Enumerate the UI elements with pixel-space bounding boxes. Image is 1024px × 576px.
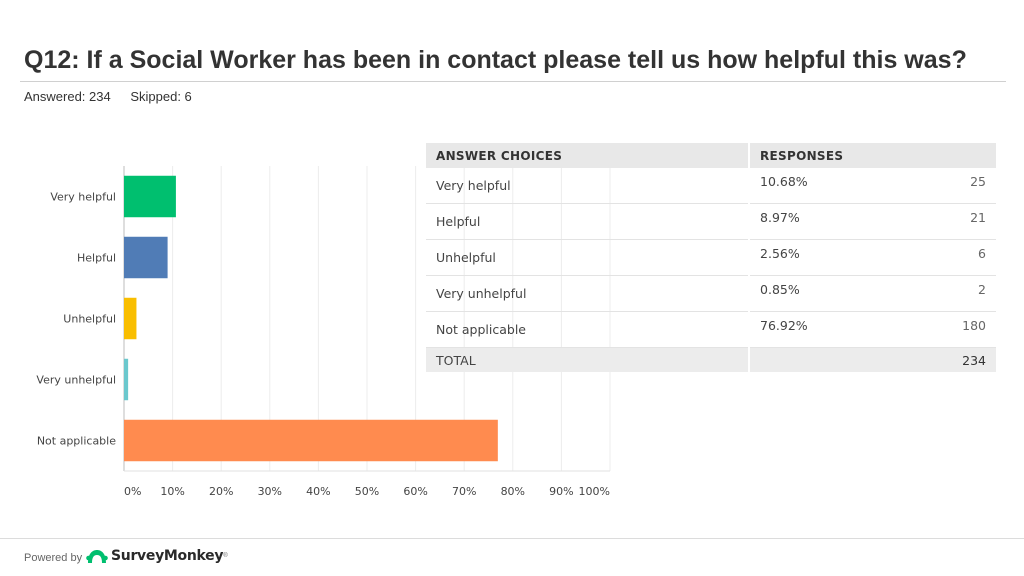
page-title: Q12: If a Social Worker has been in cont… (24, 46, 967, 74)
table-row: Very helpful 10.68% 25 (426, 168, 996, 204)
table-row: Unhelpful 2.56% 6 (426, 239, 996, 276)
x-tick-label: 30% (258, 485, 282, 498)
category-label: Very helpful (50, 191, 116, 204)
bar-chart: Very helpful Helpful Unhelpful Very unhelpf… (36, 166, 611, 498)
bar (124, 175, 176, 218)
x-tick-label: 70% (452, 485, 476, 498)
title-divider (20, 81, 1006, 82)
answer-table: ANSWER CHOICES RESPONSES Very helpful 10… (426, 143, 996, 372)
table-row: Very unhelpful 0.85% 2 (426, 275, 996, 312)
table-row: Not applicable 76.92% 180 (426, 311, 996, 348)
footer-divider (0, 538, 1024, 539)
response-count-cell: 2 (899, 275, 996, 312)
table-row: Helpful 8.97% 21 (426, 203, 996, 240)
answer-choice-cell: Very helpful (426, 168, 750, 204)
bar (124, 419, 498, 462)
brand-name: SurveyMonkey (111, 548, 224, 564)
answer-choice-cell: Not applicable (426, 311, 750, 348)
answer-choice-cell: Very unhelpful (426, 275, 750, 312)
response-percent-cell: 76.92% (748, 311, 900, 348)
category-label: Helpful (77, 252, 116, 265)
category-label: Unhelpful (63, 313, 116, 326)
x-tick-label: 90% (549, 485, 573, 498)
x-tick-label: 20% (209, 485, 233, 498)
response-percent-cell: 0.85% (748, 275, 900, 312)
response-percent-cell: 8.97% (748, 203, 900, 240)
response-count-cell: 21 (899, 203, 996, 240)
category-label: Very unhelpful (36, 374, 116, 387)
response-percent-cell: 2.56% (748, 239, 900, 276)
x-tick-label: 100% (579, 485, 610, 498)
x-tick-label: 10% (160, 485, 184, 498)
response-percent-cell: 10.68% (748, 168, 900, 204)
response-count-cell: 180 (899, 311, 996, 348)
category-label: Not applicable (37, 435, 116, 448)
column-header-responses: RESPONSES (748, 143, 996, 168)
x-tick-label: 50% (355, 485, 379, 498)
x-tick-label: 0% (124, 485, 141, 498)
bar (124, 297, 137, 340)
total-value-cell: 234 (899, 347, 996, 372)
surveymonkey-logo[interactable]: SurveyMonkey ® (86, 547, 228, 565)
answer-choice-cell: Unhelpful (426, 239, 750, 276)
surveymonkey-logo-icon (86, 550, 108, 563)
total-label-cell: TOTAL (426, 347, 750, 372)
skipped-count: Skipped: 6 (130, 89, 192, 104)
powered-by-label: Powered by (24, 552, 83, 564)
x-tick-label: 80% (501, 485, 525, 498)
table-header-row: ANSWER CHOICES RESPONSES (426, 143, 996, 168)
x-tick-label: 40% (306, 485, 330, 498)
column-header-answer-choices: ANSWER CHOICES (426, 143, 750, 168)
answer-choice-cell: Helpful (426, 203, 750, 240)
brand-trademark: ® (223, 553, 228, 559)
total-empty-cell (748, 347, 900, 372)
answered-count: Answered: 234 (24, 89, 111, 104)
response-count-cell: 6 (899, 239, 996, 276)
x-tick-label: 60% (403, 485, 427, 498)
bar (124, 236, 168, 279)
response-count-cell: 25 (899, 168, 996, 204)
table-total-row: TOTAL 234 (426, 347, 996, 372)
response-stats: Answered: 234 Skipped: 6 (24, 89, 208, 104)
bar (124, 358, 129, 401)
